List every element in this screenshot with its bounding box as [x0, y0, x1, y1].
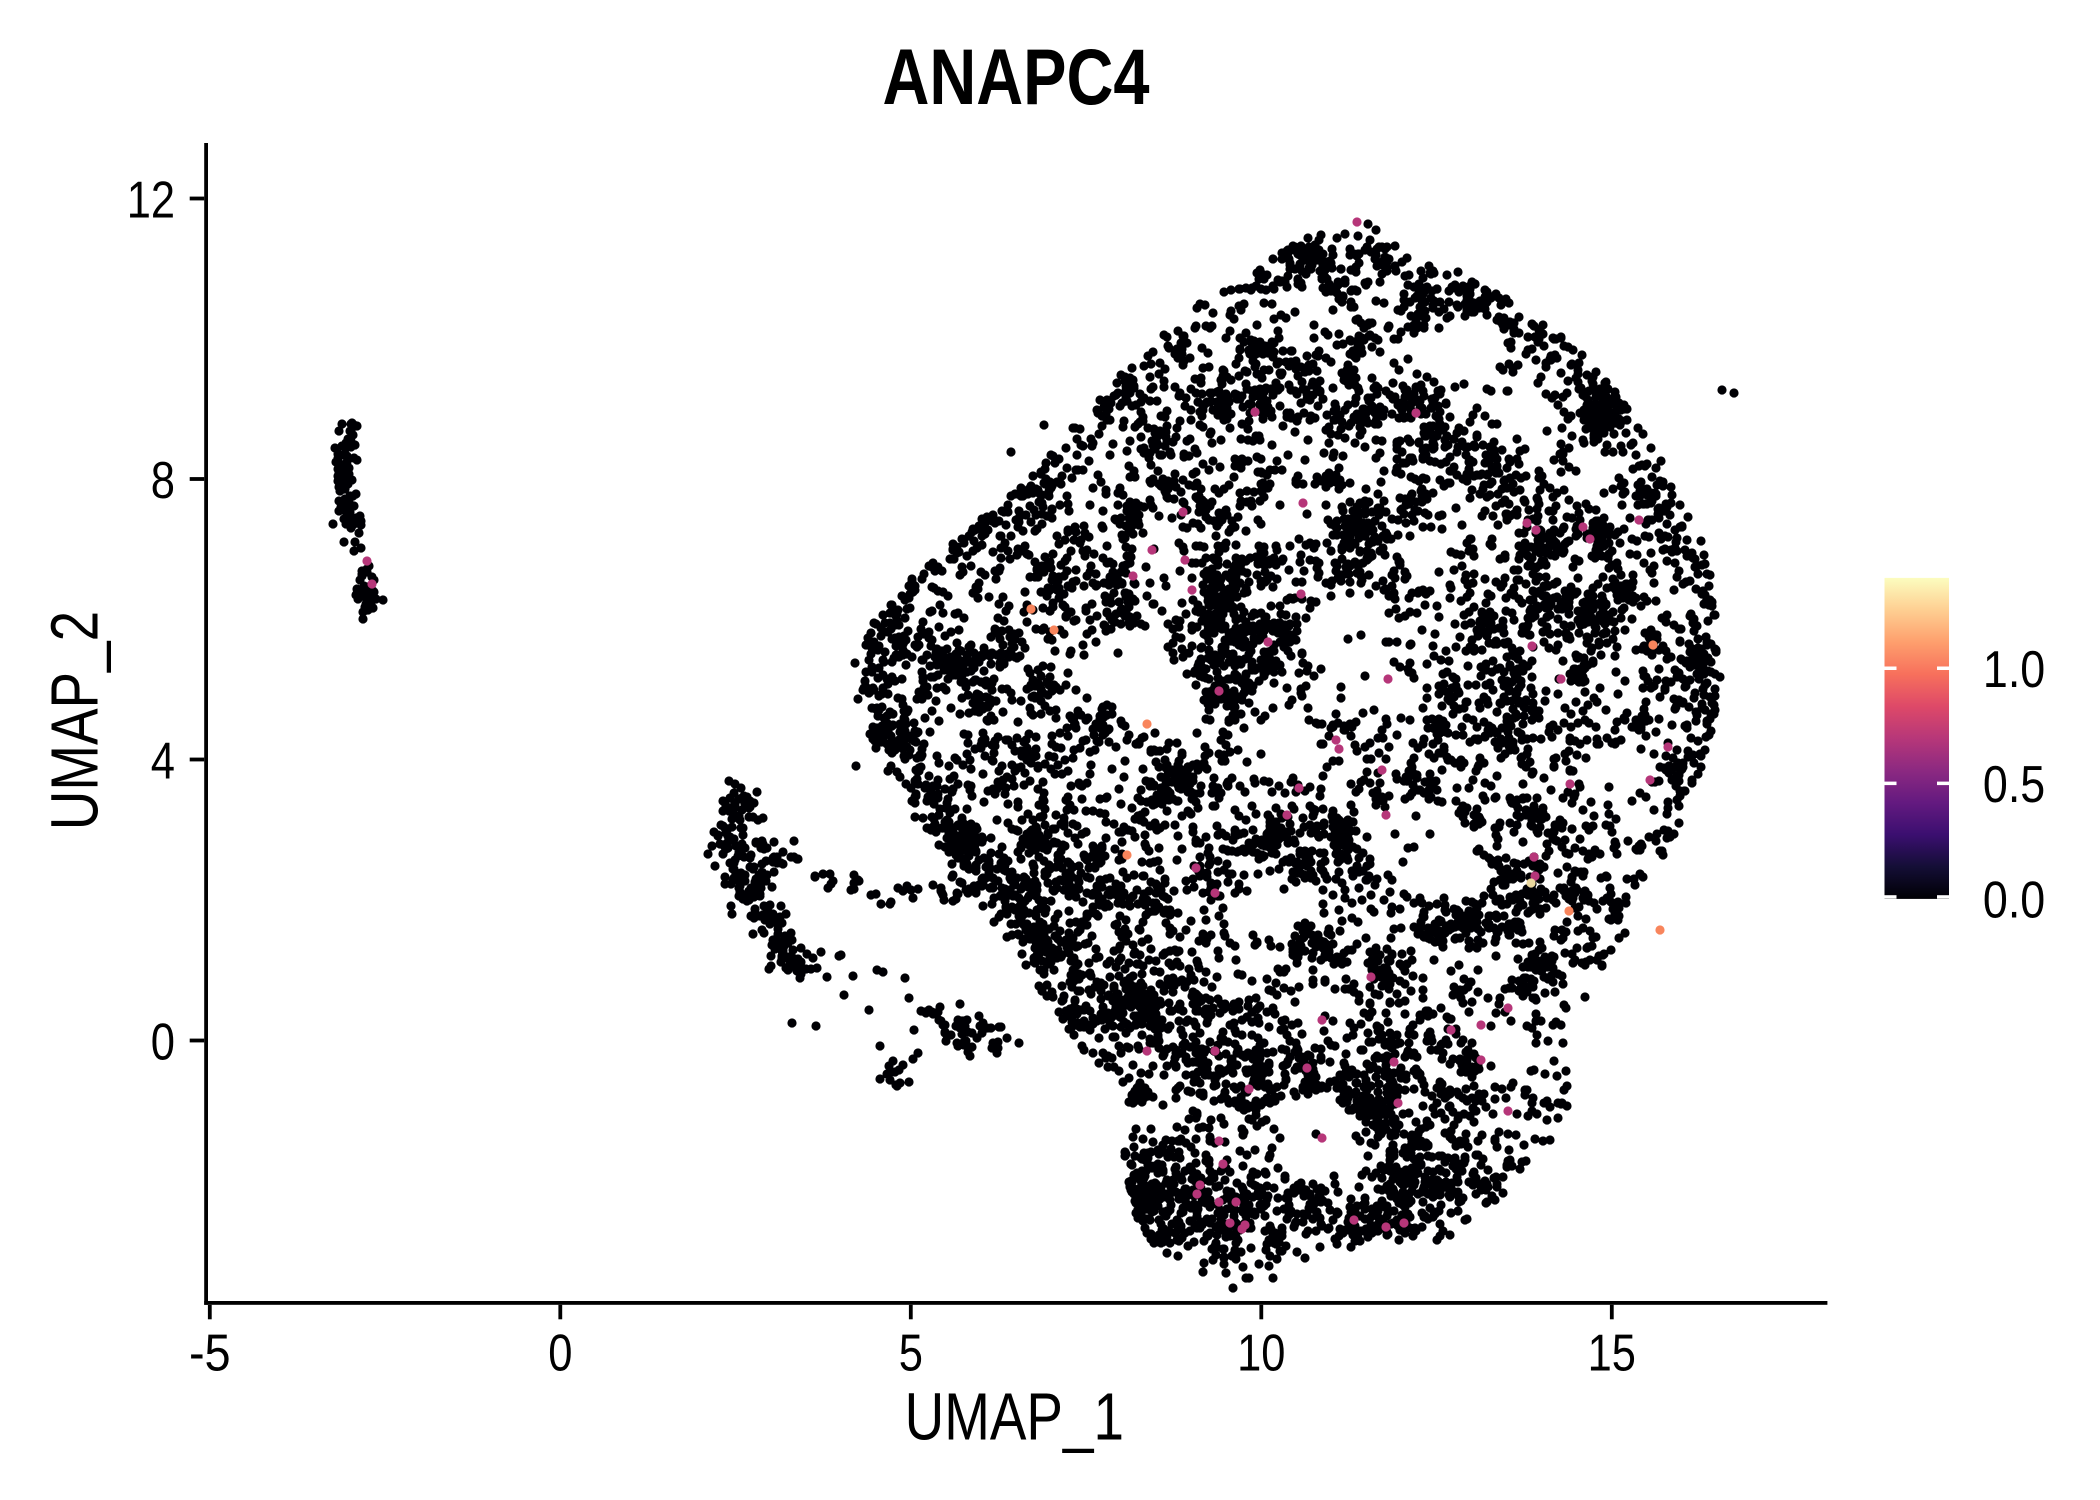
svg-text:0.0: 0.0 [1983, 872, 2045, 930]
svg-text:0: 0 [151, 1014, 175, 1072]
svg-text:4: 4 [151, 733, 175, 791]
svg-text:ANAPC4: ANAPC4 [883, 33, 1150, 121]
svg-text:12: 12 [127, 172, 175, 230]
svg-text:8: 8 [151, 452, 175, 510]
svg-text:10: 10 [1237, 1324, 1285, 1382]
svg-text:1.0: 1.0 [1983, 641, 2045, 699]
svg-text:UMAP_2: UMAP_2 [38, 611, 113, 830]
svg-text:0: 0 [548, 1324, 572, 1382]
svg-text:5: 5 [899, 1324, 923, 1382]
svg-text:0.5: 0.5 [1983, 756, 2045, 814]
svg-text:-5: -5 [189, 1324, 231, 1382]
svg-text:15: 15 [1588, 1324, 1636, 1382]
svg-text:UMAP_1: UMAP_1 [905, 1379, 1124, 1454]
